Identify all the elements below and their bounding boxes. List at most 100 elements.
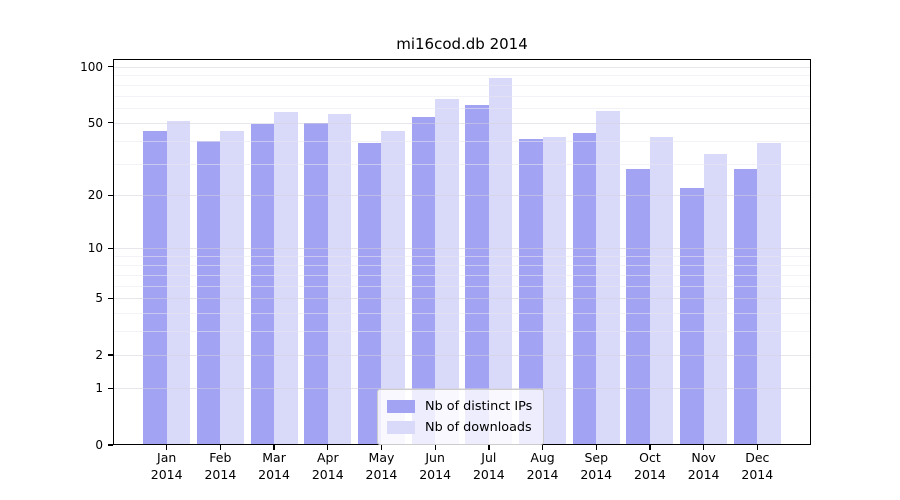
gridline-major-100 [113,66,811,68]
x-label-month: Feb [209,450,232,465]
legend: Nb of distinct IPs Nb of downloads [377,389,545,445]
x-label-year: 2014 [311,466,344,482]
x-label-month: Mar [262,450,286,465]
gridline-minor-9 [113,256,811,258]
x-label-year: 2014 [741,466,774,482]
y-tick-50 [108,122,113,124]
x-tick-jan [166,445,168,450]
bar-downloads-jul [488,78,513,445]
plot-area [113,59,811,445]
gridline-minor-7 [113,274,811,276]
y-tick-20 [108,194,113,197]
x-tick-may [380,445,383,450]
bar-distinct-ips-mar [250,124,275,445]
x-label-year: 2014 [526,466,559,482]
x-tick-oct [649,445,651,450]
x-tick-jul [488,445,490,450]
bar-distinct-ips-may [357,142,382,445]
legend-item-downloads: Nb of downloads [387,417,532,438]
x-label-year: 2014 [150,466,183,482]
chart-title: mi16cod.db 2014 [396,35,528,53]
x-label-month: Jun [425,450,445,465]
gridline-minor-70 [113,95,811,97]
legend-swatch-downloads [387,421,415,434]
gridline-minor-30 [113,163,811,165]
bar-downloads-sep [596,110,620,445]
x-tick-label-jan: Jan 2014 [139,450,195,483]
x-tick-label-apr: Apr 2014 [300,450,356,483]
x-tick-apr [327,445,329,450]
gridline-major-2 [113,354,811,356]
legend-item-distinct-ips: Nb of distinct IPs [387,396,532,417]
x-label-year: 2014 [580,466,613,482]
y-tick-label-5: 5 [95,291,103,306]
x-tick-mar [273,445,275,450]
x-tick-nov [703,445,705,450]
bar-downloads-may [381,131,405,445]
x-label-year: 2014 [258,466,290,482]
gridline-minor-8 [113,264,811,266]
bar-downloads-jan [166,121,191,445]
x-label-month: May [368,450,395,465]
y-tick-5 [108,297,113,299]
gridline-major-20 [113,195,811,197]
x-tick-label-jun: Jun 2014 [407,450,463,483]
bar-downloads-feb [220,131,244,445]
bar-distinct-ips-nov [680,188,704,445]
y-tick-label-50: 50 [87,115,103,130]
bar-distinct-ips-dec [733,169,758,445]
bar-downloads-nov [703,153,728,445]
y-tick-label-1: 1 [95,381,103,396]
x-tick-label-oct: Oct 2014 [622,450,678,483]
y-tick-10 [108,247,113,250]
x-tick-label-jul: Jul 2014 [461,450,517,483]
x-label-month: Apr [316,450,339,465]
x-label-year: 2014 [204,466,237,482]
bar-downloads-dec [757,142,781,445]
gridline-minor-60 [113,108,811,110]
x-tick-aug [541,445,544,450]
y-tick-label-0: 0 [95,438,103,452]
x-tick-label-aug: Aug 2014 [515,450,571,483]
x-tick-jun [434,445,436,450]
x-label-month: Aug [530,450,555,465]
bar-distinct-ips-sep [572,133,597,445]
y-tick-0 [108,444,113,446]
x-label-year: 2014 [472,466,505,482]
bar-downloads-oct [649,136,674,445]
bar-distinct-ips-aug [519,138,543,445]
gridline-minor-90 [113,75,811,77]
bar-distinct-ips-jan [143,131,167,445]
y-tick-label-10: 10 [87,241,103,256]
bar-distinct-ips-oct [626,169,650,445]
x-label-year: 2014 [419,466,452,482]
gridline-major-10 [113,248,811,250]
x-label-month: Jan [157,450,177,465]
x-tick-label-sep: Sep 2014 [568,450,624,483]
x-tick-label-dec: Dec 2014 [729,450,785,483]
y-tick-1 [108,387,113,389]
bar-downloads-mar [274,112,298,445]
y-tick-100 [108,66,113,68]
gridline-minor-4 [113,313,811,315]
gridline-minor-6 [113,285,811,287]
x-tick-label-feb: Feb 2014 [192,450,248,483]
bar-distinct-ips-feb [196,140,221,445]
legend-label-distinct-ips: Nb of distinct IPs [425,399,533,414]
x-tick-label-nov: Nov 2014 [676,450,732,483]
x-label-year: 2014 [365,466,398,482]
x-tick-sep [595,445,597,450]
x-label-month: Jul [481,450,497,465]
bar-downloads-apr [327,113,352,445]
y-tick-label-20: 20 [87,188,103,203]
x-label-month: Nov [691,450,716,465]
x-label-month: Oct [639,450,661,465]
gridline-major-5 [113,298,811,300]
y-tick-label-2: 2 [95,347,103,362]
bar-distinct-ips-jun [411,116,436,445]
bar-distinct-ips-apr [304,122,328,445]
bar-downloads-aug [542,136,567,445]
gridline-major-50 [113,122,811,124]
y-tick-label-100: 100 [80,59,103,74]
